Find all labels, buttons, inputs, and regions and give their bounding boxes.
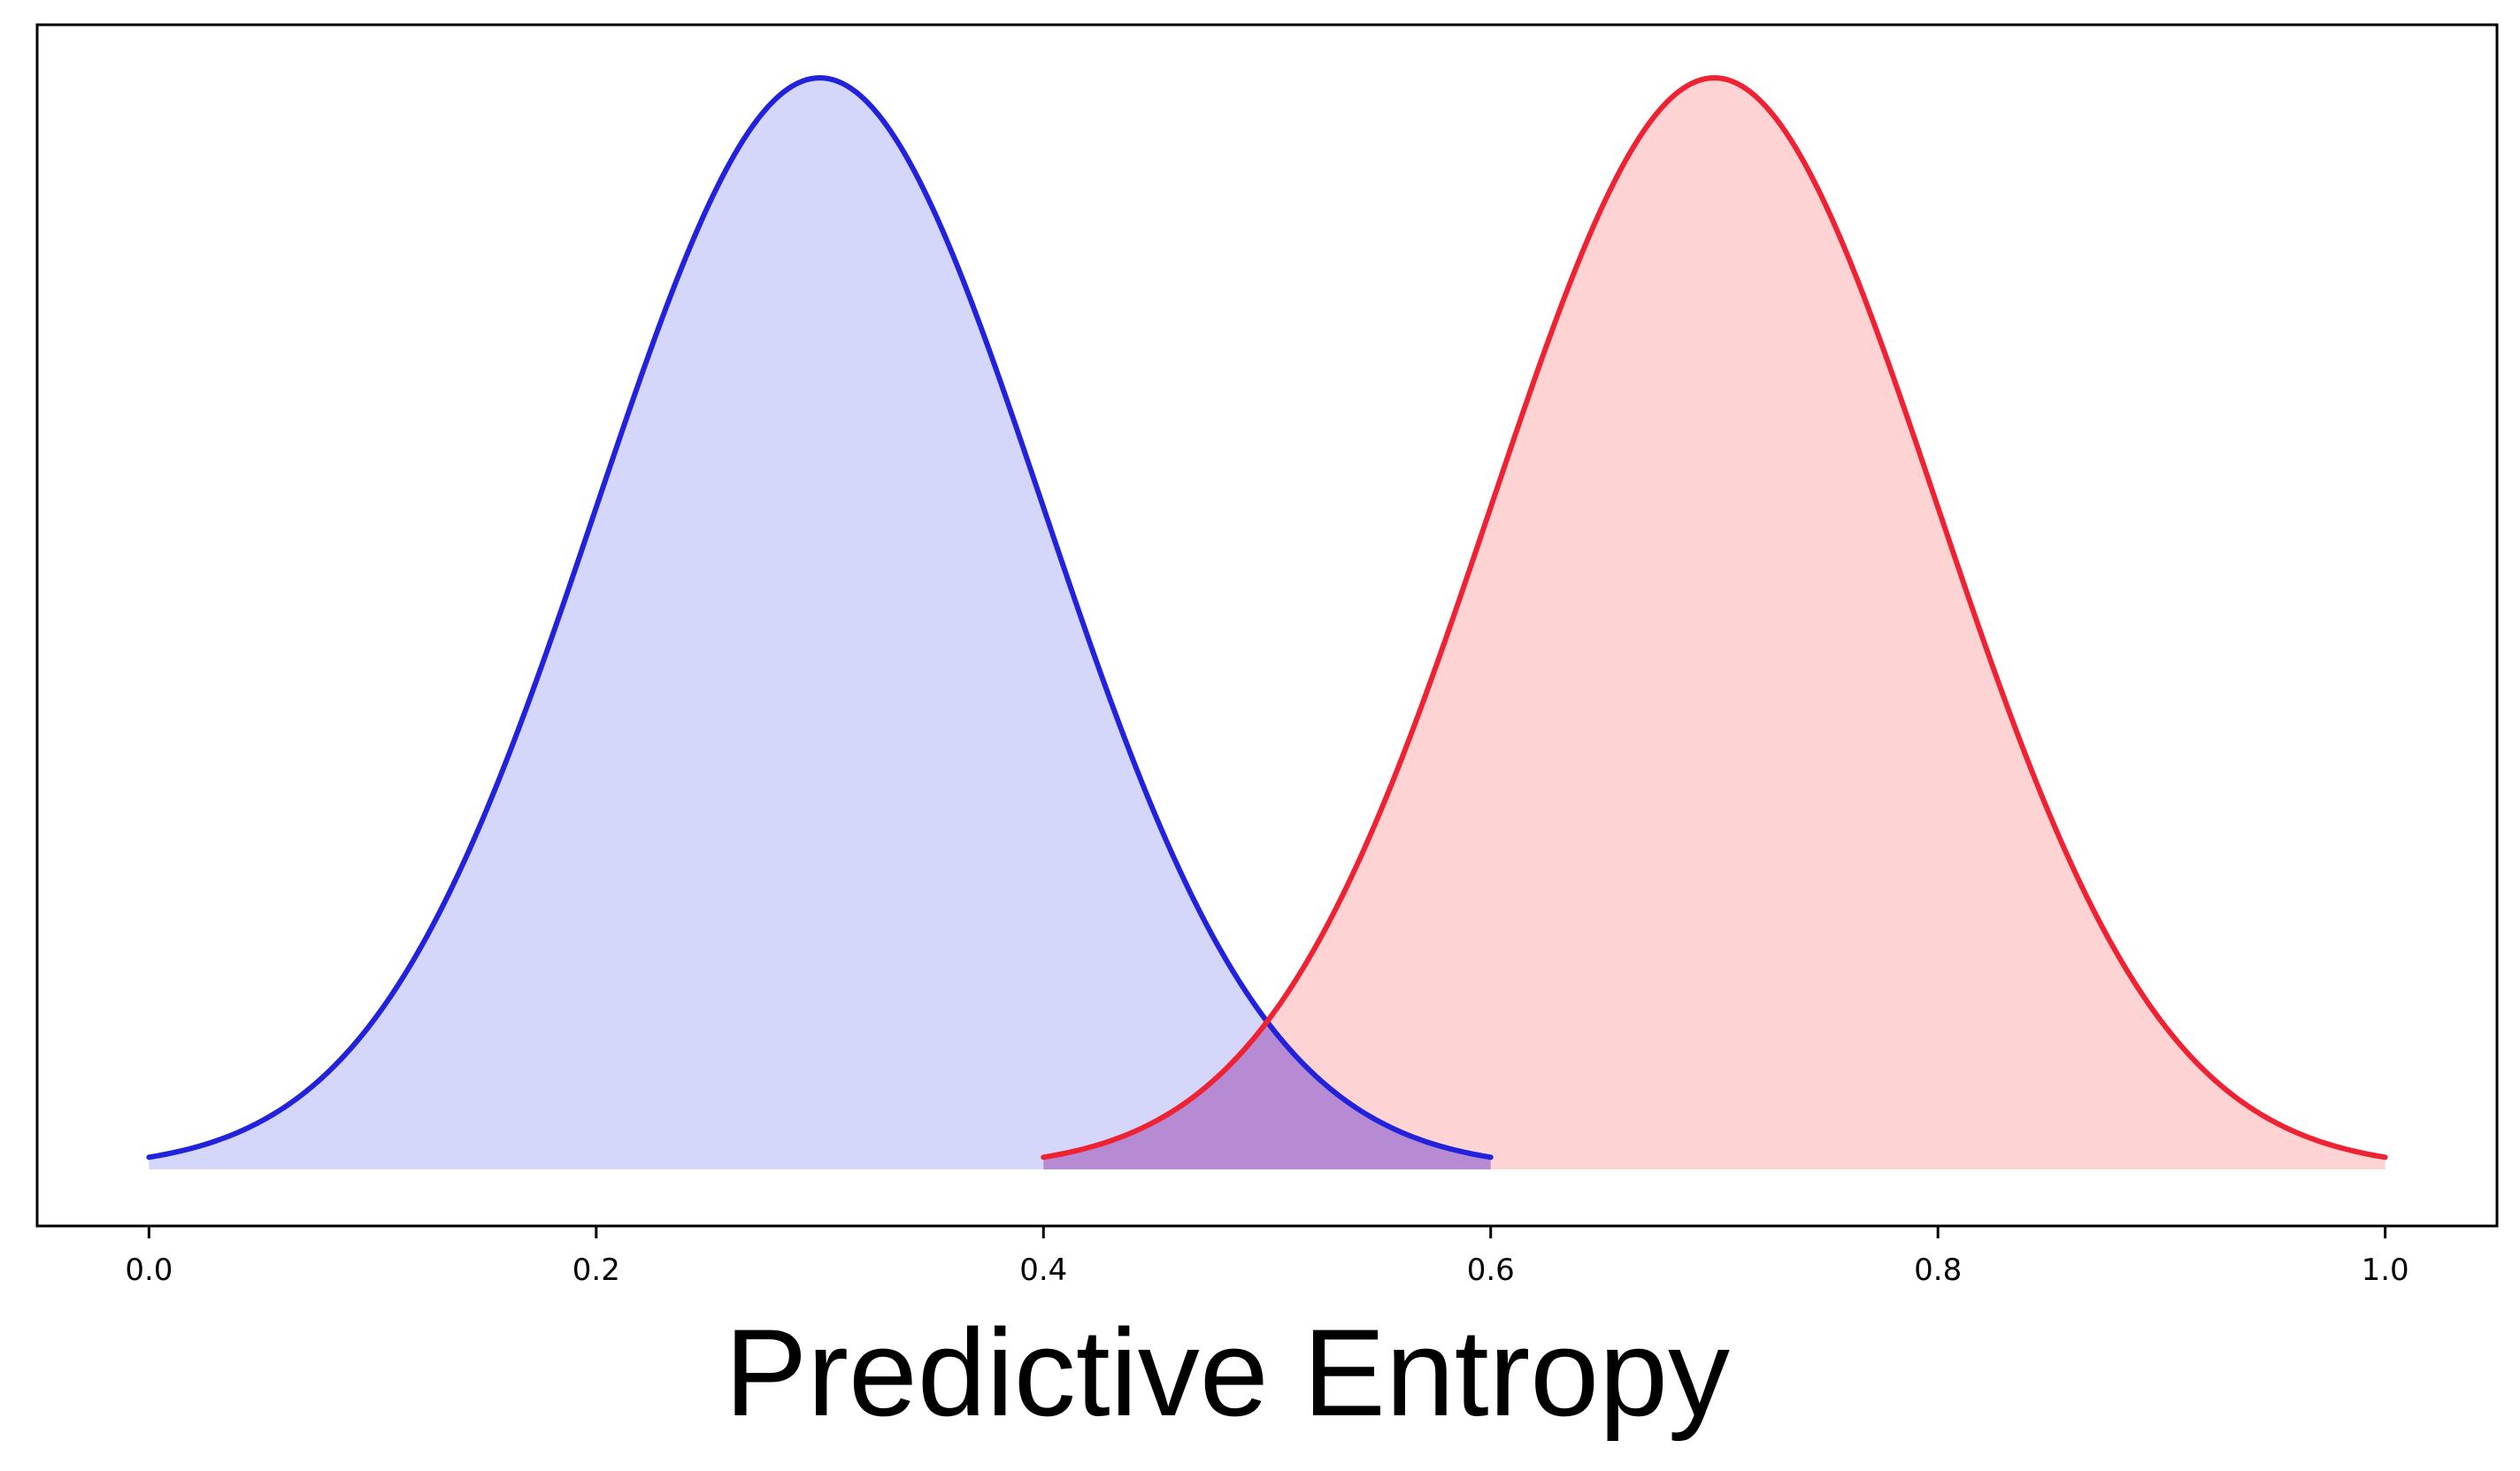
density-areas (149, 78, 2386, 1169)
density-area-1 (149, 78, 1491, 1169)
x-tick-label: 0.6 (1467, 1253, 1515, 1288)
overlap-area (1043, 1022, 1491, 1169)
x-tick-label: 1.0 (2362, 1253, 2409, 1288)
x-tick-label: 0.4 (1019, 1253, 1067, 1288)
x-axis-ticks: 0.0 0.2 0.4 0.6 0.8 1.0 (125, 1226, 2409, 1288)
x-tick-label: 0.2 (572, 1253, 620, 1288)
overlap-region (1043, 1022, 1491, 1169)
density-lines (146, 75, 2388, 1161)
density-area-2 (1043, 78, 2386, 1169)
plot-frame (35, 23, 2499, 1228)
x-tick-label: 0.0 (125, 1253, 173, 1288)
x-axis-title: Predictive Entropy (725, 1303, 1730, 1442)
density-line-2 (1041, 75, 2388, 1161)
x-tick-label: 0.8 (1914, 1253, 1962, 1288)
